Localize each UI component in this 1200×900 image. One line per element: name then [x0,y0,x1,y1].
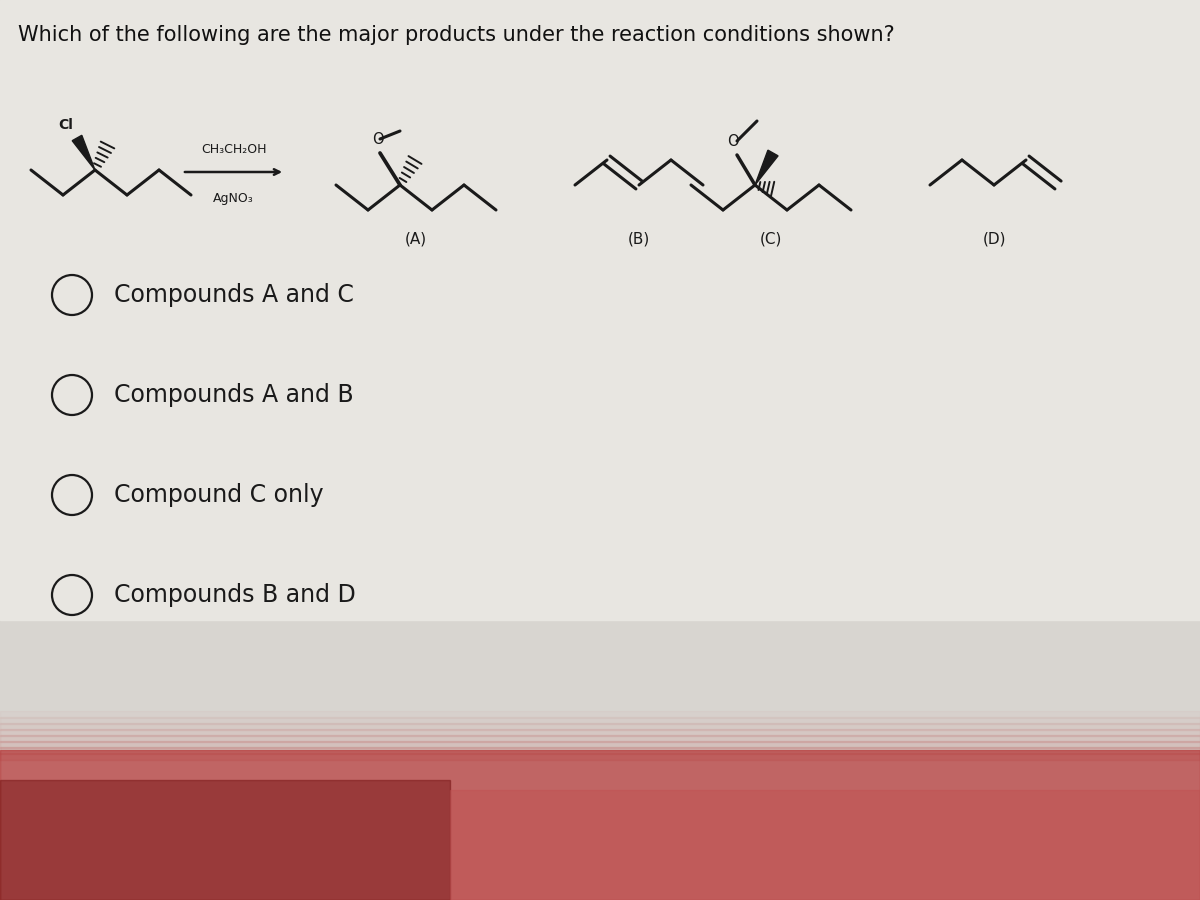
Text: Compounds B and D: Compounds B and D [114,583,355,607]
Text: AgNO₃: AgNO₃ [214,192,254,205]
Bar [0,747,1200,754]
Text: CH₃CH₂OH: CH₃CH₂OH [200,143,266,156]
Text: (D): (D) [983,232,1006,247]
Text: Compounds A and C: Compounds A and C [114,283,354,307]
Text: Compound C only: Compound C only [114,483,324,507]
Bar [0,750,1200,900]
Text: O: O [727,134,739,149]
Bar [0,711,1200,718]
Bar [0,723,1200,730]
Bar [0,741,1200,748]
Bar [450,790,1200,900]
Bar [0,717,1200,724]
Bar [0,780,450,900]
Text: (C): (C) [760,232,782,247]
Bar [0,729,1200,736]
Text: O: O [372,132,384,147]
Text: Cl: Cl [58,118,73,132]
Text: Which of the following are the major products under the reaction conditions show: Which of the following are the major pro… [18,25,895,45]
Polygon shape [72,135,95,170]
Text: Compounds A and B: Compounds A and B [114,383,354,407]
Bar [0,735,1200,742]
Polygon shape [755,150,778,185]
Bar [0,753,1200,760]
Bar [0,0,1200,620]
Text: (B): (B) [628,232,650,247]
Text: (A): (A) [404,232,427,247]
